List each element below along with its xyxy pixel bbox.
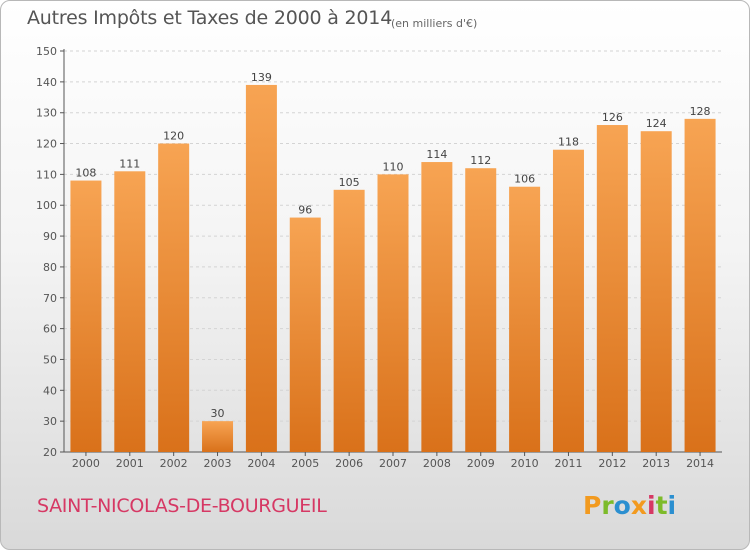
bar-2012	[596, 125, 628, 453]
x-tick-label-2013: 2013	[642, 457, 670, 470]
bar-2009	[465, 168, 497, 452]
chart-title: Autres Impôts et Taxes de 2000 à 2014	[27, 7, 393, 29]
value-label-2011: 118	[558, 136, 579, 149]
value-label-2006: 105	[339, 176, 360, 189]
y-tick-label: 120	[36, 138, 57, 151]
x-tick-label-2014: 2014	[686, 457, 714, 470]
bar-2007	[377, 174, 409, 452]
value-label-2014: 128	[690, 105, 711, 118]
value-label-2005: 96	[298, 204, 312, 217]
x-tick-label-2007: 2007	[379, 457, 407, 470]
y-tick-label: 100	[36, 199, 57, 212]
x-tick-label-2005: 2005	[291, 457, 319, 470]
axes: 20 30 40 50 60 70 80 90 100 110 120 130 140 150 2000 20…	[36, 45, 722, 470]
x-tick-label-2002: 2002	[160, 457, 188, 470]
y-tick-label: 110	[36, 168, 57, 181]
y-tick-label: 20	[43, 446, 57, 459]
bar-2006	[333, 189, 365, 453]
x-tick-label-2000: 2000	[72, 457, 100, 470]
bar-2014	[684, 118, 716, 452]
bar-2003	[202, 421, 234, 452]
bar-2000	[70, 180, 102, 453]
value-label-2004: 139	[251, 71, 272, 84]
value-label-2001: 111	[119, 157, 140, 170]
y-tick-label: 140	[36, 76, 57, 89]
value-label-2012: 126	[602, 111, 623, 124]
bar-2010	[509, 186, 541, 452]
logo-letter: t	[655, 491, 668, 520]
y-tick-label: 70	[43, 292, 57, 305]
y-tick-label: 50	[43, 353, 57, 366]
logo-letter: o	[613, 491, 631, 520]
y-tick-label: 40	[43, 384, 57, 397]
bar-2008	[421, 162, 453, 453]
y-tick-label: 80	[43, 261, 57, 274]
value-label-2000: 108	[75, 167, 96, 180]
commune-name: SAINT-NICOLAS-DE-BOURGUEIL	[37, 495, 327, 517]
x-tick-label-2006: 2006	[335, 457, 363, 470]
bar-2004	[245, 84, 277, 452]
y-tick-label: 90	[43, 230, 57, 243]
logo-letter: r	[601, 491, 614, 520]
logo-letter: P	[583, 491, 602, 520]
x-tick-label-2009: 2009	[467, 457, 495, 470]
x-tick-label-2001: 2001	[116, 457, 144, 470]
value-label-2003: 30	[211, 407, 225, 420]
chart-unit: (en milliers d'€)	[391, 17, 478, 30]
x-tick-label-2003: 2003	[204, 457, 232, 470]
y-tick-label: 150	[36, 45, 57, 58]
logo-letter: i	[647, 491, 656, 520]
value-label-2013: 124	[646, 117, 667, 130]
value-label-2002: 120	[163, 130, 184, 143]
bars	[70, 84, 716, 453]
x-tick-label-2008: 2008	[423, 457, 451, 470]
value-label-2008: 114	[426, 148, 447, 161]
value-labels: 108 111 120 30 139 96 105 110 114 112 106 118 126 124…	[75, 71, 710, 420]
value-label-2010: 106	[514, 173, 535, 186]
value-label-2007: 110	[383, 160, 404, 173]
bar-2013	[640, 131, 672, 452]
proxiti-logo[interactable]: Proxiti	[583, 491, 676, 520]
logo-letter: x	[630, 491, 647, 520]
y-tick-label: 130	[36, 107, 57, 120]
x-tick-label-2010: 2010	[511, 457, 539, 470]
bar-2011	[552, 149, 584, 452]
x-tick-label-2012: 2012	[598, 457, 626, 470]
value-label-2009: 112	[470, 154, 491, 167]
bar-2001	[114, 171, 146, 453]
y-tick-label: 60	[43, 323, 57, 336]
logo-letter: i	[667, 491, 677, 520]
bar-2002	[158, 143, 190, 453]
y-tick-label: 30	[43, 415, 57, 428]
bar-2005	[289, 217, 321, 452]
x-tick-label-2004: 2004	[247, 457, 275, 470]
x-tick-label-2011: 2011	[554, 457, 582, 470]
